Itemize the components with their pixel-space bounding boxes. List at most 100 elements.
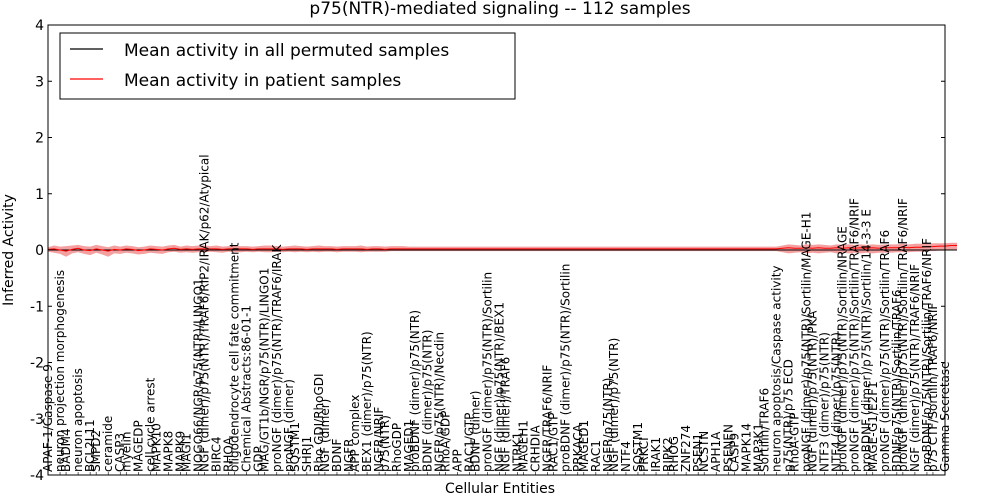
x-tick-label: PSEN1	[691, 433, 705, 472]
x-tick-label: p75(NTR)/p75 ECD	[782, 359, 796, 472]
x-tick-label: Chemical Abstracts:86-01-1	[240, 305, 254, 472]
chart-title: p75(NTR)-mediated signaling -- 112 sampl…	[309, 0, 690, 19]
x-tick-label: BDNF (dimer)	[468, 391, 482, 473]
x-tick-label: proNGF (dimer)/p75(NTR)/Sortilin/NRAGE	[836, 226, 850, 472]
x-tick-label: cell cycle arrest	[143, 377, 157, 472]
x-tick-label: MAP3K1	[751, 423, 765, 472]
x-tick-label: NOGO66/NGR/p75(NTR)/LINGO1	[192, 278, 206, 472]
y-tick-label: -1	[30, 299, 44, 315]
x-tick-label: BIRC4	[210, 436, 224, 472]
x-tick-label: ceramide	[101, 416, 115, 472]
x-tick-label: APP	[450, 449, 464, 472]
x-tick-label: IRAK1	[649, 437, 663, 472]
x-tick-label: proBDNF (dimer)/p75(NTR)	[408, 310, 422, 472]
x-tick-label: MAGE-G1/E2F1	[866, 381, 880, 472]
x-tick-label: SQSTM1	[631, 422, 645, 472]
x-tick-label: Sortilin/TRAF6	[757, 388, 771, 472]
legend: Mean activity in all permuted samples Me…	[59, 32, 516, 100]
x-tick-label: myelin	[119, 432, 133, 472]
x-tick-label: CRHDIA	[529, 424, 543, 472]
x-tick-label: NTF4	[619, 441, 633, 472]
y-tick-label: -2	[30, 356, 44, 372]
x-tick-label: NGFR/NRIF	[372, 407, 386, 472]
x-tick-label: neuron apoptosis/Caspase activity	[769, 265, 783, 472]
x-tick-label: MAPK10	[149, 423, 163, 472]
x-tick-label: neuron projection morphogenesis	[53, 270, 67, 472]
x-tick-label: proBDNF (dimer)/p75(NTR)/Sortilin	[559, 264, 573, 472]
x-tick-label: MAG/GT1b/NGR/p75(NTR)/LINGO1	[258, 268, 272, 472]
x-tick-label: PRKCI	[637, 437, 651, 472]
x-tick-label: RhoA/GDP	[438, 411, 452, 472]
x-tick-label: MAGEH1	[517, 420, 531, 472]
x-tick-label: oligodendrocyte cell fate commitment	[228, 242, 242, 472]
y-axis-label: Inferred Activity	[1, 194, 17, 306]
x-tick-label: proNGF (dimer)/p75(NTR)/Sortilin/TRAF6	[878, 230, 892, 472]
x-tick-label: APP complex	[348, 395, 362, 472]
x-tick-label: Rho GDI/RhoGDI	[312, 373, 326, 472]
x-tick-label: BDNF (dimer)/p75(NTR)	[420, 330, 434, 472]
x-tick-label: proNGF (dimer)/p75(NTR)/Sortilin/MAGE-H1	[800, 212, 814, 472]
x-tick-label: MAPK9	[173, 431, 187, 472]
y-tick-label: 3	[35, 74, 44, 90]
x-tick-label: RHOA	[222, 436, 236, 472]
x-tick-label: CASP3	[113, 433, 127, 472]
x-tick-label: NTF4 (dimer)/p75(NTR)	[830, 332, 844, 472]
x-tick-label: RAC1	[589, 440, 603, 472]
x-tick-label: MAGI1	[180, 433, 194, 472]
x-tick-label: NGF (dimer)/p75(NTR)/TRAF6/RIP2/IRAK/p62…	[198, 154, 212, 472]
x-tick-label: MAGED1	[402, 420, 416, 472]
x-tick-label: NCSTN	[697, 431, 711, 472]
x-tick-label: RAC1/GTP	[547, 413, 561, 472]
y-tick-label: 1	[35, 187, 44, 203]
x-tick-label: RHOG	[667, 436, 681, 472]
x-tick-label: MAGEDP	[131, 420, 145, 472]
x-tick-label: PSENEN	[721, 424, 735, 472]
y-tick-label: -3	[30, 412, 44, 428]
x-tick-label: BDNF	[330, 439, 344, 472]
x-tick-label: APH1A	[709, 431, 723, 472]
x-tick-label: CASP9	[727, 433, 741, 472]
y-tick-label: 2	[35, 131, 44, 147]
x-tick-label: MAPK14	[739, 423, 753, 472]
plot-frame	[47, 24, 946, 476]
x-tick-label: NGF (dimer)/p75(NTR)	[607, 338, 621, 472]
y-tick-label: 0	[35, 243, 44, 259]
x-tick-label: NTRK1	[511, 432, 525, 472]
x-tick-label: RIPK2	[661, 437, 675, 472]
x-tick-label: RhoGDP	[390, 423, 404, 472]
x-tick-label: ZNF274	[679, 425, 693, 472]
x-tick-label: BDNF/p75(NTR)/Sortilin/TRAF6	[890, 289, 904, 472]
x-tick-label: NGF (dimer)/p75(NTR)/TRAF6/NRIF	[908, 264, 922, 472]
x-tick-label: NTF3 (dimer)/p75(NTR)	[818, 332, 832, 472]
x-tick-label: RAC1/GTP	[462, 413, 476, 472]
x-tick-label: MAPK8	[161, 431, 175, 472]
x-tick-label: proNGF (dimer)/p75(NTR)/Sortilin	[481, 272, 495, 472]
series-layer	[47, 245, 957, 252]
x-tick-label: PRKACA	[571, 423, 585, 472]
x-tick-label: SHRJ1	[300, 436, 314, 472]
y-tick-label: -4	[30, 468, 44, 484]
x-tick-label: NGF (dimer)	[318, 399, 332, 472]
x-tick-label: MAGED1	[577, 420, 591, 472]
x-tick-label: GDP	[252, 446, 266, 472]
x-tick-label: NGFR/p75(NTR)	[601, 378, 615, 472]
x-tick-label: NGF (dimer)/p75(NTR)/PKA	[806, 310, 820, 472]
x-tick-label: proNGF (dimer)/p75(NTR)/TRAF6/IRAK	[270, 244, 284, 472]
x-tick-label: p75 CTF/Sortilin/TRAF6/NRIF	[926, 303, 940, 472]
x-tick-label: NGFR/p75(NTR)/Necdin	[432, 332, 446, 472]
x-tick-label: SQSTM1	[288, 422, 302, 472]
legend-label-patient: Mean activity in patient samples	[124, 71, 401, 91]
x-tick-label: proNGF (dimer)/p75(NTR)/Sortilin/TRAF6/N…	[848, 198, 862, 472]
x-tick-label: proBDNF (dimer)/p75(NTR)/Sortilin/14-3-3…	[860, 209, 874, 472]
x-tick-label: BEX1 (dimer)/p75(NTR)	[360, 331, 374, 472]
legend-label-permuted: Mean activity in all permuted samples	[124, 41, 449, 61]
y-tick-label: 4	[35, 18, 44, 34]
x-tick-label: p75(NTR)	[378, 415, 392, 472]
x-tick-label: NGF (dimer)/TRAF6	[499, 357, 513, 472]
x-tick-label: neuron apoptosis	[71, 368, 85, 472]
x-tick-label: NGFR	[342, 438, 356, 472]
x-tick-label: BADM4	[59, 428, 73, 472]
legend-box	[59, 32, 516, 100]
